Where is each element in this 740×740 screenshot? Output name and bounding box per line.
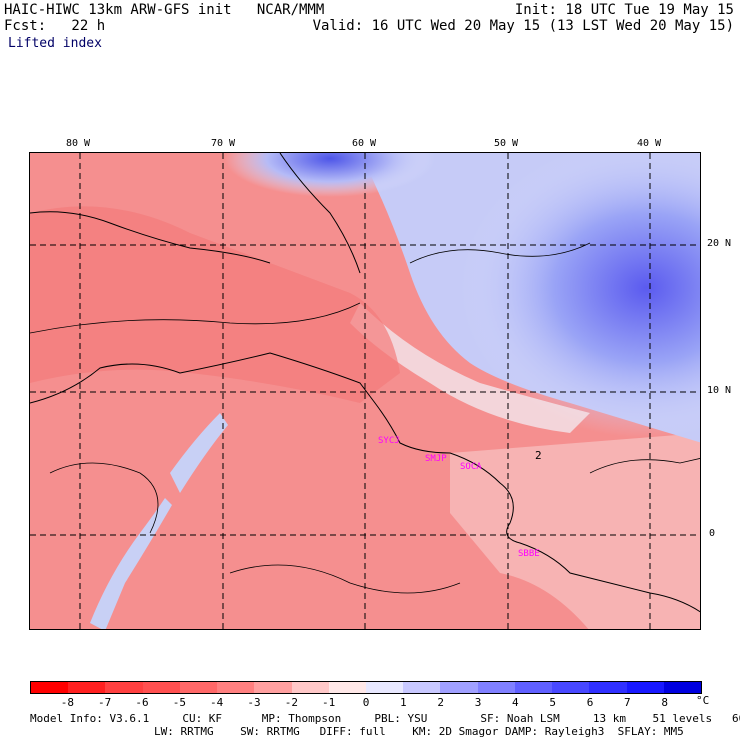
caribbean-red-zone	[30, 206, 400, 403]
forecast-hour: Fcst: 22 h	[4, 18, 106, 34]
colorbar-tick-label: 4	[512, 696, 519, 709]
lat-label-10n: 10 N	[707, 385, 732, 396]
colorbar-tick-label: 1	[400, 696, 407, 709]
header-title: HAIC-HIWC 13km ARW-GFS init NCAR/MMM	[4, 2, 325, 18]
se-pink-zone	[450, 433, 700, 629]
colorbar-swatch	[477, 682, 515, 693]
colorbar-tick-label: -5	[172, 696, 186, 709]
colorbar-tick-label: -4	[210, 696, 224, 709]
colorbar-swatch	[589, 682, 627, 693]
station-labels: SYCJ SMJP SOCA SBBE	[378, 436, 540, 559]
colorbar-tick-label: -8	[60, 696, 74, 709]
valid-time: Valid: 16 UTC Wed 20 May 15 (13 LST Wed …	[312, 18, 734, 34]
colorbar-tick-label: 2	[437, 696, 444, 709]
colorbar	[30, 681, 702, 694]
colorbar-swatch	[68, 682, 106, 693]
colorbar-tick-label: -6	[135, 696, 149, 709]
colorbar-tick-label: 3	[474, 696, 482, 709]
colorbar-tick-label: 7	[624, 696, 631, 709]
lat-label-20n: 20 N	[707, 238, 732, 249]
colorbar-tick-label: 0	[362, 696, 370, 709]
colorbar-swatch	[142, 682, 180, 693]
colorbar-swatch	[365, 682, 404, 693]
coastlines	[30, 153, 700, 613]
init-time: Init: 18 UTC Tue 19 May 15	[514, 2, 734, 18]
colorbar-tick-label: 5	[549, 696, 556, 709]
station-smjp: SMJP	[425, 454, 447, 464]
colorbar-swatch	[31, 682, 69, 693]
colorbar-unit: °C	[696, 694, 710, 707]
colorbar-swatch	[663, 682, 701, 693]
map-canvas: 2 SYCJ SMJP SOCA SBBE	[30, 153, 700, 629]
colorbar-swatch	[291, 682, 329, 693]
field-name: Lifted index	[8, 36, 102, 51]
transition-band	[350, 303, 590, 433]
lon-label-40w: 40 W	[637, 138, 662, 149]
colorbar-tick-label: -1	[322, 696, 336, 709]
lon-label-80w: 80 W	[66, 138, 91, 149]
colorbar-swatch	[217, 682, 255, 693]
lon-label-50w: 50 W	[494, 138, 519, 149]
colorbar-swatch	[179, 682, 218, 693]
andes-blue-streak	[170, 413, 228, 493]
station-sbbe: SBBE	[518, 549, 540, 559]
colorbar-tick-label: 6	[586, 696, 594, 709]
colorbar-swatch	[552, 682, 590, 693]
lat-label-0: 0	[709, 528, 716, 539]
colorbar-swatch	[105, 682, 143, 693]
lat-lon-grid	[30, 153, 700, 629]
model-info-line2: LW: RRTMG SW: RRTMG DIFF: full KM: 2D Sm…	[154, 725, 684, 738]
colorbar-swatch	[328, 682, 366, 693]
colorbar-swatch	[514, 682, 553, 693]
colorbar-tick-label: -2	[284, 696, 298, 709]
colorbar-swatch	[626, 682, 664, 693]
colorbar-swatch	[254, 682, 292, 693]
contour-label: 2	[535, 449, 542, 462]
station-sycj: SYCJ	[378, 436, 400, 446]
model-info-line1: Model Info: V3.6.1 CU: KF MP: Thompson P…	[30, 712, 740, 725]
colorbar-tick-label: -3	[247, 696, 261, 709]
lon-label-60w: 60 W	[352, 138, 377, 149]
lon-label-70w: 70 W	[211, 138, 236, 149]
colorbar-tick-label: 8	[661, 696, 668, 709]
colorbar-swatch	[403, 682, 441, 693]
lifted-index-map: 2 SYCJ SMJP SOCA SBBE	[29, 152, 701, 630]
station-soca: SOCA	[460, 462, 482, 472]
colorbar-swatch	[440, 682, 478, 693]
colorbar-tick-label: -7	[98, 696, 112, 709]
contours	[30, 242, 700, 594]
